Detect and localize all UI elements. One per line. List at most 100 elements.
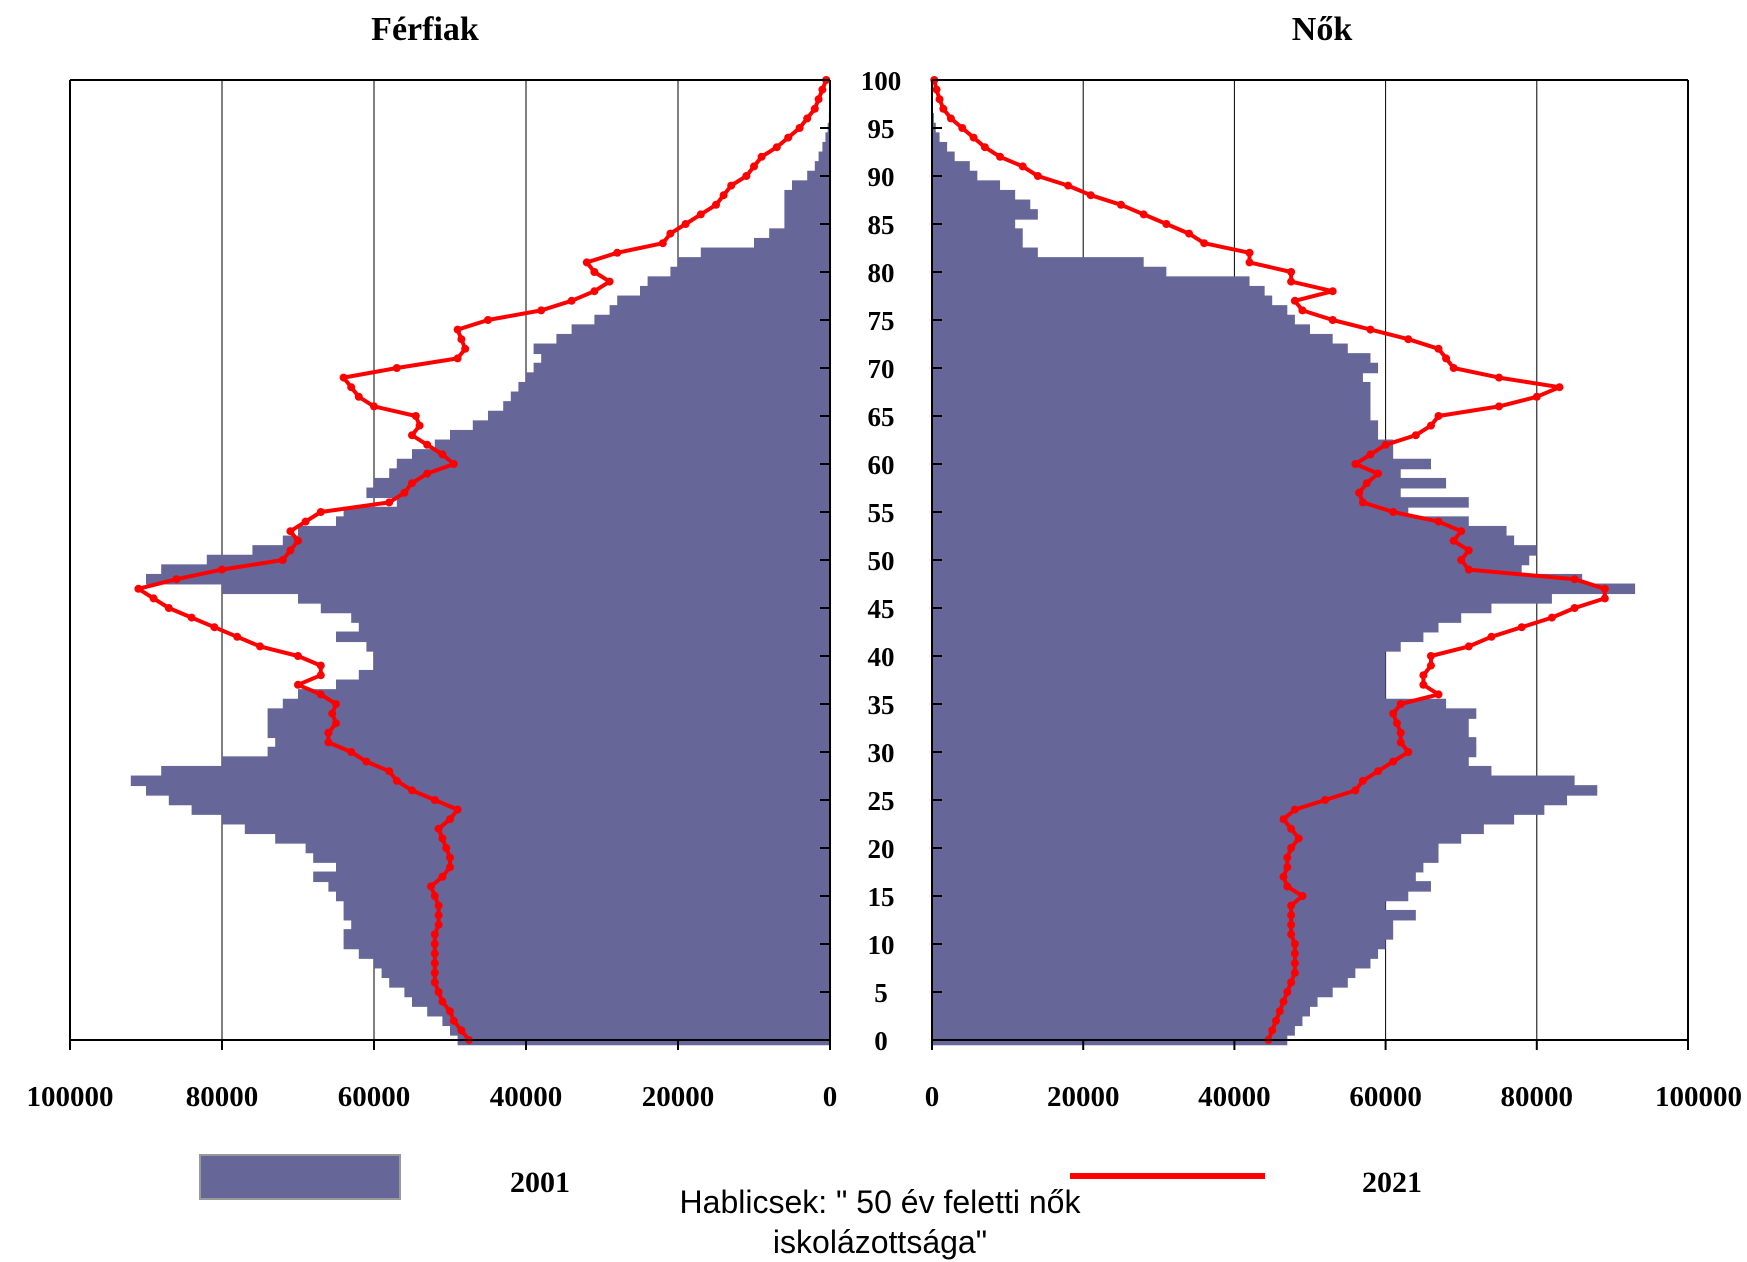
female-2001-bar [932,948,1378,959]
age-tick-label: 15 [868,882,895,912]
male-2021-point [484,316,492,324]
age-tick-label: 70 [868,354,895,384]
male-2001-bar [784,190,830,201]
male-2001-bar [298,689,830,700]
female-2021-point [1397,700,1405,708]
female-2001-bar [932,507,1408,518]
male-2021-point [446,863,454,871]
female-2021-point [1291,950,1299,958]
male-2021-point [218,566,226,574]
male-2001-bar [336,516,830,527]
male-2021-point [370,402,378,410]
female-2001-bar [932,680,1386,691]
female-2001-bar [932,920,1393,931]
female-2001-bar [932,161,970,172]
male-2001-bar [427,1006,830,1017]
male-2021-point [818,86,826,94]
female-2001-bar [932,526,1507,537]
female-2001-bar [932,228,1023,239]
male-2021-point [450,460,458,468]
female-2021-point [981,143,989,151]
male-2021-point [461,345,469,353]
age-tick-label: 75 [868,306,895,336]
male-2021-point [454,354,462,362]
male-2021-point [431,930,439,938]
age-tick-label: 10 [868,930,895,960]
female-2021-point [1329,287,1337,295]
male-2001-bar [313,852,830,863]
male-2021-point [393,777,401,785]
male-2021-point [347,383,355,391]
male-2001-bar [359,670,830,681]
female-2001-bar [932,209,1038,220]
female-2001-bar [932,766,1491,777]
male-2001-bar [275,833,830,844]
male-2001-bar [336,891,830,902]
male-2021-point [537,306,545,314]
right-x-tick-label: 0 [925,1081,940,1113]
female-2021-point [1087,191,1095,199]
female-2001-bar [932,363,1378,374]
male-2021-point [302,518,310,526]
female-2001-bar [932,603,1491,614]
female-2021-point [1287,278,1295,286]
female-2021-point [1533,393,1541,401]
male-2021-point [233,633,241,641]
female-2001-bar [932,862,1423,873]
male-2001-bar [572,324,830,335]
female-2021-point [1276,1007,1284,1015]
female-2021-point [1283,854,1291,862]
male-2001-bar [374,958,830,969]
age-tick-label: 35 [868,690,895,720]
left-x-tick-label: 60000 [338,1081,411,1113]
age-tick-label: 45 [868,594,895,624]
male-2021-point [172,575,180,583]
male-2001-bar [328,881,830,892]
female-2001-bar [932,152,955,163]
female-2021-point [1427,652,1435,660]
female-2001-bar [932,622,1439,633]
female-2021-point [1495,374,1503,382]
female-2001-bar [932,142,947,153]
male-2001-bar [815,161,830,172]
female-2001-bar [932,305,1287,316]
female-2001-bar [932,795,1567,806]
female-2001-bar [932,747,1476,758]
male-2021-point [568,297,576,305]
female-2021-point [1117,201,1125,209]
male-2001-bar [678,257,830,268]
male-2021-point [324,738,332,746]
male-2001-bar [336,632,830,643]
female-2001-bar [932,737,1476,748]
female-2001-bar [932,440,1393,451]
female-2021-point [1185,230,1193,238]
female-2001-bar [932,910,1416,921]
female-2021-point [996,153,1004,161]
male-2021-point [435,911,443,919]
female-2021-point [1298,306,1306,314]
male-2021-point [773,143,781,151]
male-2021-point [659,239,667,247]
male-2021-point [286,546,294,554]
female-2021-point [1287,902,1295,910]
male-2021-point [279,556,287,564]
left-x-tick-label: 0 [823,1081,838,1113]
female-2021-point [1355,489,1363,497]
female-2021-point [1404,748,1412,756]
male-2021-point [435,921,443,929]
male-2001-bar [321,603,830,614]
female-2001-bar [932,689,1386,700]
age-tick-label: 50 [868,546,895,576]
male-2001-bar [192,804,830,815]
female-2021-point [1442,354,1450,362]
female-2021-point [1246,258,1254,266]
female-2001-bar [932,238,1023,249]
age-tick-label: 95 [868,114,895,144]
source-note: Hablicsek: " 50 év feletti nők iskolázot… [600,1182,1160,1262]
age-tick-label: 5 [874,978,888,1008]
female-2001-bar [932,996,1318,1007]
male-2021-point [454,806,462,814]
male-2021-point [796,124,804,132]
male-2021-point [165,604,173,612]
